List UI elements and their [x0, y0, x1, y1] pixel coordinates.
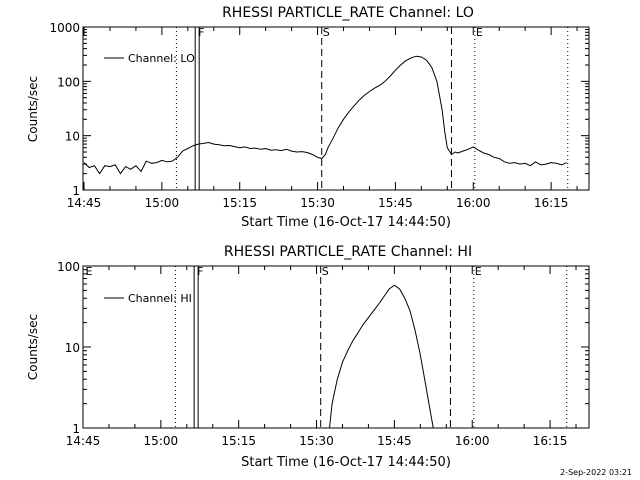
x-axis-label-lo: Start Time (16-Oct-17 14:44:50) [241, 215, 451, 230]
x-tick-label-hi: 14:45 [66, 434, 101, 448]
x-tick-label-lo: 14:45 [67, 196, 102, 210]
x-tick-label-lo: 15:45 [378, 196, 413, 210]
x-tick-label-hi: 15:45 [377, 434, 412, 448]
marker-label-lo: F [198, 26, 204, 39]
lo-panel: RHESSI PARTICLE_RATE Channel: LO Counts/… [26, 5, 590, 230]
hi-panel: RHESSI PARTICLE_RATE Channel: HI Counts/… [26, 244, 590, 470]
plot-frame-lo [82, 26, 590, 191]
x-tick-label-lo: 15:00 [145, 196, 180, 210]
marker-label-hi: E [86, 265, 93, 278]
y-tick-label-hi: 1 [72, 422, 80, 436]
legend-label-lo: Channel: LO [128, 52, 195, 65]
x-tick-label-lo: 15:30 [300, 196, 335, 210]
legend-hi: Channel: HI [104, 292, 192, 305]
series-line-lo [83, 55, 567, 175]
x-tick-label-lo: 15:15 [222, 196, 257, 210]
footer-timestamp: 2-Sep-2022 03:21 [560, 468, 632, 477]
plot-frame-hi [82, 265, 590, 429]
y-tick-label-lo: 10 [65, 130, 80, 144]
legend-lo: Channel: LO [104, 52, 195, 65]
x-tick-label-hi: 16:00 [455, 434, 490, 448]
marker-label-lo: E [476, 26, 483, 39]
x-tick-label-lo: 16:15 [534, 196, 569, 210]
y-tick-label-hi: 10 [65, 341, 80, 355]
x-tick-label-hi: 15:00 [144, 434, 179, 448]
chart-title-hi: RHESSI PARTICLE_RATE Channel: HI [224, 244, 472, 260]
y-tick-label-lo: 1 [72, 184, 80, 198]
y-tick-label-lo: 100 [57, 75, 80, 89]
y-axis-label-lo: Counts/sec [26, 76, 40, 142]
x-tick-label-hi: 15:30 [299, 434, 334, 448]
y-tick-label-hi: 100 [57, 260, 80, 274]
chart-title-lo: RHESSI PARTICLE_RATE Channel: LO [222, 5, 474, 21]
y-tick-label-lo: 1000 [49, 21, 80, 35]
x-tick-label-hi: 15:15 [221, 434, 256, 448]
legend-label-hi: Channel: HI [128, 292, 192, 305]
marker-label-hi: S [322, 265, 329, 278]
marker-label-hi: F [197, 265, 203, 278]
x-axis-label-hi: Start Time (16-Oct-17 14:44:50) [241, 455, 451, 470]
x-tick-label-lo: 16:00 [456, 196, 491, 210]
y-axis-label-hi: Counts/sec [26, 314, 40, 380]
marker-label-hi: E [475, 265, 482, 278]
x-tick-label-hi: 16:15 [533, 434, 568, 448]
marker-label-lo: S [323, 26, 330, 39]
series-line-hi [329, 284, 434, 429]
